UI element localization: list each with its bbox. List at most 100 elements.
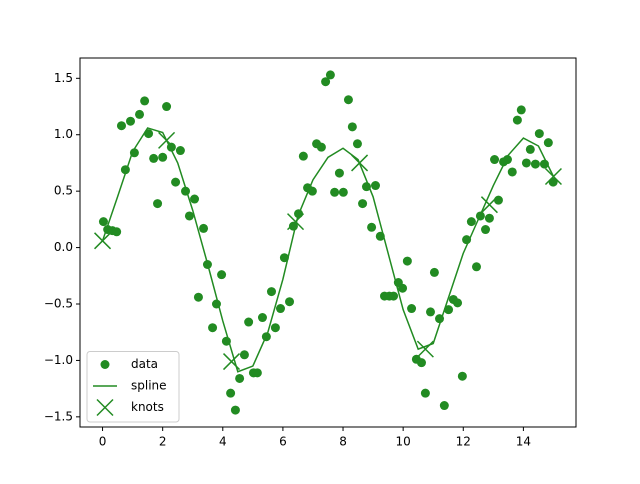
y-tick-label: −1.0 xyxy=(44,353,73,367)
data-point xyxy=(429,267,439,277)
data-point xyxy=(190,194,200,204)
knot-marker xyxy=(158,131,176,149)
knot-marker xyxy=(94,232,112,250)
data-point xyxy=(543,138,553,148)
data-point xyxy=(126,116,136,126)
spline-line xyxy=(101,127,555,373)
data-point xyxy=(276,304,286,314)
data-point xyxy=(471,262,481,272)
data-point xyxy=(193,292,203,302)
y-tick-label: 0.0 xyxy=(54,240,73,254)
data-point xyxy=(230,405,240,415)
plot-frame xyxy=(79,57,577,428)
data-point xyxy=(530,159,540,169)
data-point xyxy=(444,305,454,315)
data-point xyxy=(493,195,503,205)
data-point xyxy=(307,186,317,196)
data-point xyxy=(352,139,362,149)
data-point xyxy=(507,167,517,177)
data-point xyxy=(321,77,331,87)
data-point xyxy=(334,168,344,178)
data-point xyxy=(135,109,145,119)
legend-box xyxy=(86,351,180,423)
data-point xyxy=(398,283,408,293)
data-point xyxy=(171,177,181,187)
data-point xyxy=(481,225,491,235)
data-point xyxy=(402,256,412,266)
data-point xyxy=(153,199,163,209)
data-point xyxy=(525,144,535,154)
knot-marker xyxy=(416,340,434,358)
x-tick-label: 4 xyxy=(219,435,227,449)
data-point xyxy=(175,146,185,156)
data-point xyxy=(149,153,159,163)
data-point xyxy=(239,350,249,360)
data-point xyxy=(217,270,227,280)
data-point xyxy=(367,222,377,232)
data-point xyxy=(484,213,494,223)
knot-marker xyxy=(544,167,562,186)
knot-marker xyxy=(351,154,369,172)
y-tick-label: −0.5 xyxy=(44,297,73,311)
data-point xyxy=(298,151,308,161)
data-point xyxy=(466,217,476,227)
data-point xyxy=(457,371,467,381)
data-point xyxy=(270,323,280,333)
x-tick-label: 2 xyxy=(159,435,167,449)
data-point xyxy=(453,298,463,308)
knot-marker xyxy=(287,213,305,231)
data-point xyxy=(140,96,150,106)
y-tick-label: 0.5 xyxy=(54,184,73,198)
data-point xyxy=(534,129,544,139)
x-tick-label: 8 xyxy=(339,435,347,449)
data-point xyxy=(252,368,262,378)
data-point xyxy=(407,304,417,314)
data-point xyxy=(244,317,254,327)
data-point xyxy=(420,388,430,398)
data-point xyxy=(285,297,295,307)
data-point xyxy=(521,158,531,168)
knot-marker xyxy=(480,196,498,214)
y-tick-label: 1.5 xyxy=(54,71,73,85)
data-point xyxy=(112,227,122,237)
data-point xyxy=(516,105,526,115)
data-point xyxy=(266,287,276,297)
data-point xyxy=(325,70,335,80)
x-tick-label: 14 xyxy=(516,435,531,449)
data-point xyxy=(347,122,357,132)
x-tick-label: 6 xyxy=(279,435,287,449)
legend-label: data xyxy=(131,357,158,371)
x-tick-label: 0 xyxy=(99,435,107,449)
data-point xyxy=(370,181,380,191)
data-point xyxy=(184,211,194,221)
data-point xyxy=(116,121,126,131)
data-point xyxy=(439,401,449,411)
data-point xyxy=(416,358,426,368)
data-point xyxy=(316,142,326,152)
knot-marker xyxy=(222,353,241,371)
data-point xyxy=(158,152,168,162)
data-point xyxy=(162,102,172,112)
data-point xyxy=(199,223,209,233)
legend-label: spline xyxy=(131,379,167,393)
data-point xyxy=(98,217,108,227)
data-point xyxy=(279,253,289,263)
data-point xyxy=(235,373,245,383)
data-point xyxy=(208,323,218,333)
data-point xyxy=(343,95,353,105)
data-point xyxy=(389,291,399,301)
data-point xyxy=(490,155,500,165)
y-tick-label: 1.0 xyxy=(54,127,73,141)
data-point xyxy=(226,388,236,398)
legend-marker xyxy=(96,398,114,417)
data-point xyxy=(426,307,436,317)
legend-marker xyxy=(100,360,110,369)
data-point xyxy=(358,199,368,209)
data-point xyxy=(330,187,340,197)
data-point xyxy=(338,187,348,197)
data-point xyxy=(257,313,267,323)
x-tick-label: 12 xyxy=(456,435,471,449)
data-point xyxy=(512,115,522,125)
y-tick-label: −1.5 xyxy=(44,409,73,423)
